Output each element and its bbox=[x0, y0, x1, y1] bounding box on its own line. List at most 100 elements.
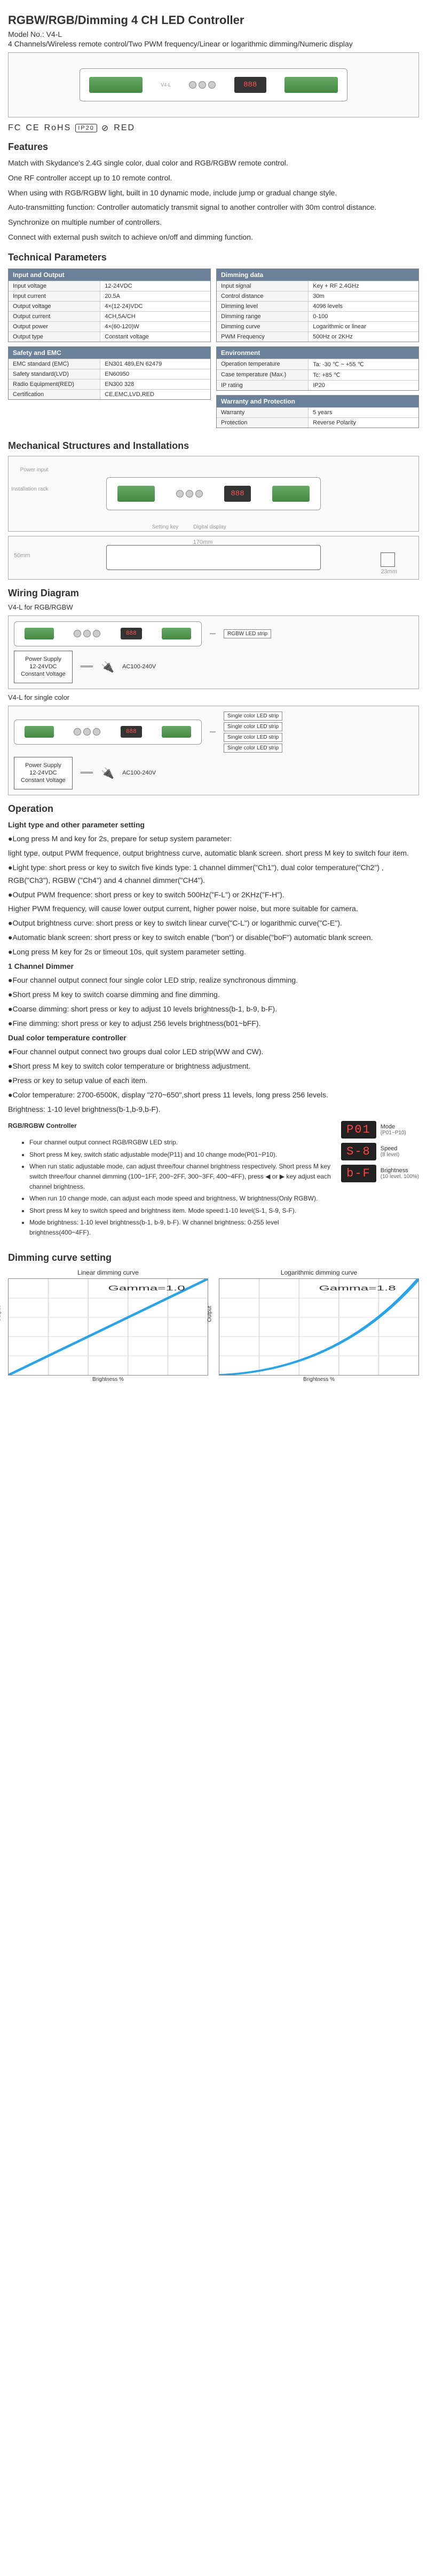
wiring-rgbw: 888 — RGBW LED strip Power Supply 12-24V… bbox=[8, 615, 419, 689]
cell: Input voltage bbox=[9, 281, 100, 291]
rgbw-item: Short press M key, switch static adjusta… bbox=[29, 1150, 333, 1160]
cell: Dimming range bbox=[217, 311, 309, 321]
cert-waste-icon: ⊘ bbox=[101, 123, 109, 133]
op-line: light type, output PWM frequence, output… bbox=[8, 847, 419, 860]
cell: Output current bbox=[9, 311, 100, 321]
plug-icon: 🔌 bbox=[101, 767, 114, 780]
psu-l2: 12-24VDC bbox=[21, 663, 66, 670]
operation-text: Light type and other parameter setting ●… bbox=[8, 819, 419, 1116]
cell: 20.5A bbox=[100, 291, 210, 301]
y-label: Output bbox=[207, 1306, 213, 1322]
model-label: Model No.: bbox=[8, 30, 44, 38]
dimming-heading: Dimming curve setting bbox=[8, 1252, 419, 1263]
log-chart: Logarithmic dimming curve Output Gamma=1… bbox=[219, 1269, 419, 1382]
io-header: Input and Output bbox=[9, 269, 210, 281]
cell: 500Hz or 2KHz bbox=[309, 331, 418, 342]
mode-sublabel: (P01~P10) bbox=[381, 1130, 406, 1136]
cell: Constant voltage bbox=[100, 331, 210, 342]
op-line: ●Long press M and key for 2s, prepare fo… bbox=[8, 833, 419, 846]
cert-fc-icon: FC bbox=[8, 123, 21, 133]
mech-heading: Mechanical Structures and Installations bbox=[8, 440, 419, 452]
device-buttons bbox=[189, 81, 216, 89]
dim-outline bbox=[106, 545, 321, 570]
warranty-header: Warranty and Protection bbox=[217, 396, 418, 407]
op-line: ●Fine dimming: short press or key to adj… bbox=[8, 1017, 419, 1030]
feature-item: Auto-transmitting function: Controller a… bbox=[8, 201, 419, 214]
env-table: Environment Operation temperatureTa: -30… bbox=[216, 346, 419, 391]
op-line: ●Four channel output connect two groups … bbox=[8, 1046, 419, 1058]
feature-item: One RF controller accept up to 10 remote… bbox=[8, 172, 419, 185]
features-list: Match with Skydance's 2.4G single color,… bbox=[8, 157, 419, 244]
mode-box: P01 Mode(P01~P10) bbox=[341, 1121, 419, 1139]
op-line: ●Output brightness curve: short press or… bbox=[8, 917, 419, 930]
cell: EMC standard (EMC) bbox=[9, 359, 100, 369]
rgbw-title: RGB/RGBW Controller bbox=[8, 1121, 333, 1131]
single-strip-label: Single color LED strip bbox=[224, 744, 282, 753]
cell: EN301 489,EN 62479 bbox=[100, 359, 210, 369]
cell: 0-100 bbox=[309, 311, 418, 321]
features-heading: Features bbox=[8, 141, 419, 153]
ac-label: AC100-240V bbox=[122, 770, 156, 776]
rgbw-item: Four channel output connect RGB/RGBW LED… bbox=[29, 1137, 333, 1148]
op-line: ●Short press M key to switch color tempe… bbox=[8, 1060, 419, 1073]
warranty-table: Warranty and Protection Warranty5 years … bbox=[216, 395, 419, 428]
x-label: Brightness % bbox=[219, 1377, 419, 1382]
wiring-device: 888 bbox=[14, 621, 202, 646]
mode-box: b-F Brightness(10 level, 100%) bbox=[341, 1165, 419, 1182]
psu-l1: Power Supply bbox=[21, 762, 66, 769]
cell: Ta: -30 ℃ ~ +55 ℃ bbox=[309, 359, 418, 369]
cell: Control distance bbox=[217, 291, 309, 301]
cell: Output power bbox=[9, 321, 100, 331]
gamma-label: Gamma=1.0 bbox=[108, 1285, 185, 1292]
cell: Logarithmic or linear bbox=[309, 321, 418, 331]
cell: 12-24VDC bbox=[100, 281, 210, 291]
cell: Certification bbox=[9, 389, 100, 399]
feature-item: Synchronize on multiple number of contro… bbox=[8, 216, 419, 229]
cell: 30m bbox=[309, 291, 418, 301]
rgbw-item: When run 10 change mode, can adjust each… bbox=[29, 1194, 333, 1204]
ac-label: AC100-240V bbox=[122, 663, 156, 670]
terminal-left bbox=[89, 77, 143, 93]
terminal-left bbox=[117, 486, 155, 502]
chart-title: Linear dimming curve bbox=[8, 1269, 208, 1276]
op-sect1-title: Light type and other parameter setting bbox=[8, 819, 419, 832]
y-label: Output bbox=[0, 1306, 2, 1322]
linear-chart: Linear dimming curve Output Gamma=1.0 Br… bbox=[8, 1269, 208, 1382]
cell: Key + RF 2.4GHz bbox=[309, 281, 418, 291]
cell: Radio Equipment(RED) bbox=[9, 379, 100, 389]
cell: Warranty bbox=[217, 407, 309, 417]
cell: CE,EMC,LVD,RED bbox=[100, 389, 210, 399]
single-strip-label: Single color LED strip bbox=[224, 733, 282, 742]
wiring-device: 888 bbox=[14, 720, 202, 745]
lcd: 888 bbox=[224, 486, 251, 502]
cell: Dimming level bbox=[217, 301, 309, 311]
single-strip-label: Single color LED strip bbox=[224, 722, 282, 731]
io-table: Input and Output Input voltage12-24VDC I… bbox=[8, 268, 211, 342]
mech-left-labels: Power input Installation rack bbox=[11, 467, 48, 492]
cell: Output type bbox=[9, 331, 100, 342]
rgbw-item: Mode brightness: 1-10 level brightness(b… bbox=[29, 1218, 333, 1238]
page-title: RGBW/RGB/Dimming 4 CH LED Controller bbox=[8, 13, 419, 27]
cert-red-icon: RED bbox=[114, 123, 135, 133]
cell: IP rating bbox=[217, 380, 309, 390]
chart-title: Logarithmic dimming curve bbox=[219, 1269, 419, 1276]
cert-ce-icon: CE bbox=[26, 123, 39, 133]
cell: 4CH,5A/CH bbox=[100, 311, 210, 321]
op-line: Higher PWM frequency, will cause lower o… bbox=[8, 903, 419, 915]
cell: Case temperature (Max.) bbox=[217, 369, 309, 380]
operation-heading: Operation bbox=[8, 803, 419, 815]
wiring-sub2: V4-L for single color bbox=[8, 693, 419, 701]
button-right bbox=[208, 81, 216, 89]
label: Power input bbox=[11, 467, 48, 473]
rgbw-item: Short press M key to switch speed and br… bbox=[29, 1206, 333, 1216]
terminal-right bbox=[284, 77, 338, 93]
dim-height: 50mm bbox=[14, 552, 30, 559]
psu-box: Power Supply 12-24VDC Constant Voltage bbox=[14, 651, 73, 683]
tech-heading: Technical Parameters bbox=[8, 252, 419, 263]
device-model-print: V4-L bbox=[161, 82, 171, 88]
cell: Dimming curve bbox=[217, 321, 309, 331]
psu-l2: 12-24VDC bbox=[21, 769, 66, 777]
feature-item: When using with RGB/RGBW light, built in… bbox=[8, 187, 419, 200]
cell: Tc: +85 ℃ bbox=[309, 369, 418, 380]
lcd-display: 888 bbox=[234, 77, 266, 93]
